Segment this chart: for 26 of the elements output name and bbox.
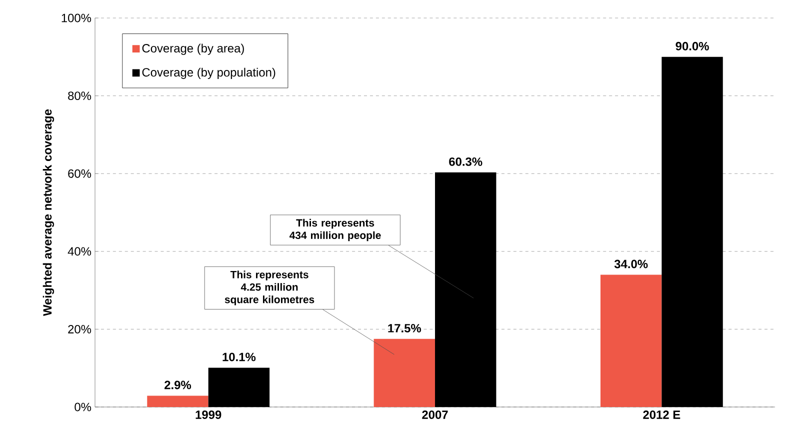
- legend-label: Coverage (by area): [142, 44, 244, 55]
- annotation: This represents 4.25 million square kilometres: [224, 270, 314, 306]
- bar: [147, 396, 208, 407]
- bar: [435, 172, 496, 407]
- data-label: 2.9%: [164, 380, 192, 390]
- x-tick-label: 1999: [196, 410, 222, 419]
- data-label: 60.3%: [449, 157, 482, 166]
- y-tick-label: 40%: [68, 247, 92, 256]
- y-tick-label: 80%: [68, 92, 92, 100]
- bar: [208, 368, 270, 407]
- bar: [662, 56, 723, 407]
- y-tick-label: 60%: [68, 169, 92, 178]
- annotation: This represents 434 million people: [290, 218, 381, 242]
- data-label: 17.5%: [388, 324, 422, 332]
- y-tick-label: 100%: [62, 14, 92, 22]
- x-tick-label: 2012 E: [643, 410, 680, 419]
- bar: [374, 338, 436, 407]
- x-tick-label: 2007: [422, 410, 448, 419]
- data-label: 10.1%: [222, 352, 256, 362]
- bar: [600, 274, 662, 407]
- y-tick-label: 20%: [68, 324, 92, 334]
- data-label: 90.0%: [676, 42, 709, 50]
- y-tick-label: 0%: [74, 402, 92, 412]
- legend-label: Coverage (by population): [142, 68, 276, 79]
- data-label: 34.0%: [614, 260, 648, 268]
- y-axis-title: Weighted average network coverage: [42, 109, 54, 316]
